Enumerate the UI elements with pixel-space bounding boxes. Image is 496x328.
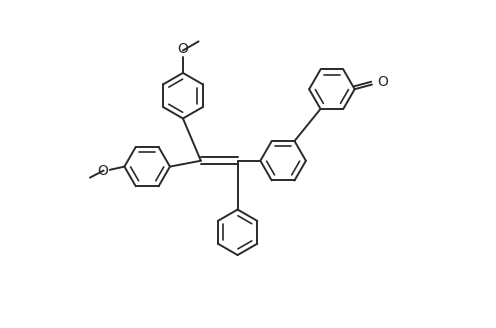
- Text: O: O: [178, 42, 188, 56]
- Text: O: O: [377, 75, 388, 89]
- Text: O: O: [97, 163, 108, 177]
